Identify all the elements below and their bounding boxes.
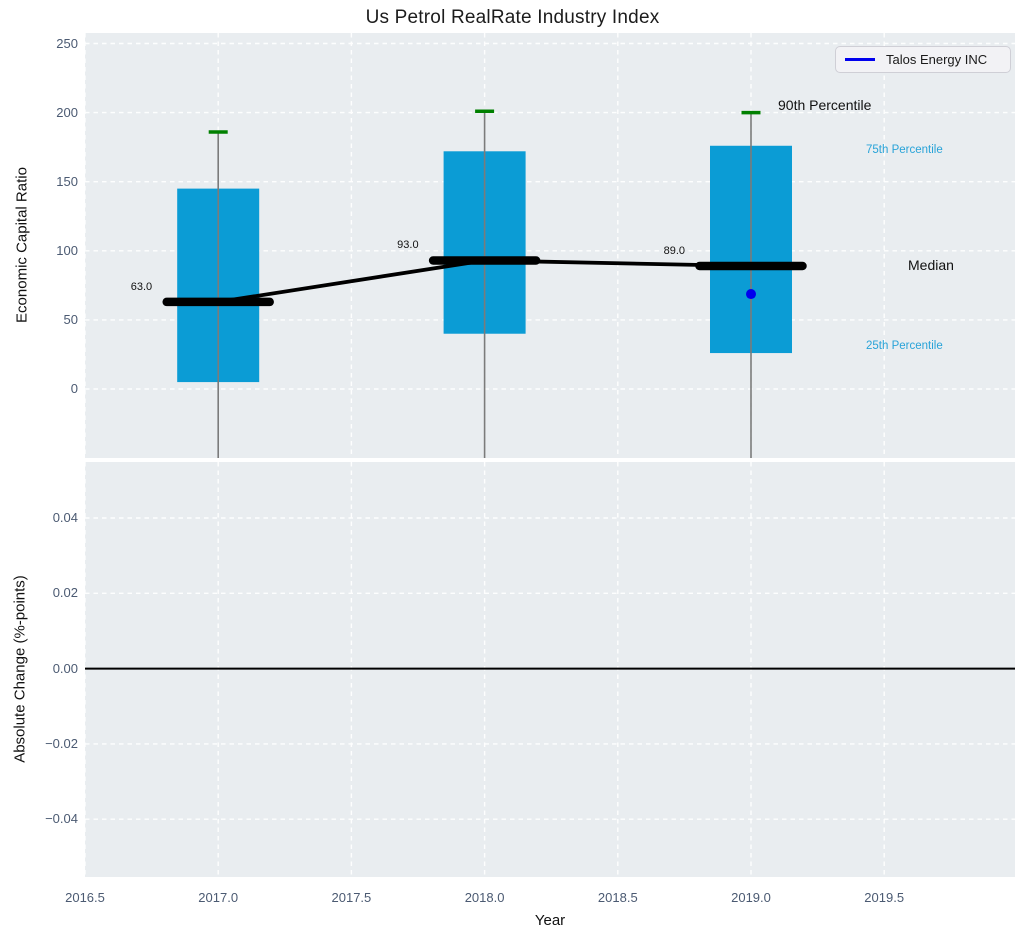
x-tick-label: 2017.5: [331, 890, 372, 905]
y-tick-label-top: 200: [56, 104, 78, 120]
annotation-75th-percentile: 75th Percentile: [866, 144, 943, 156]
y-tick-label-bottom: 0.00: [52, 660, 78, 676]
x-tick-label: 2019.0: [731, 890, 771, 905]
company-dot: [746, 289, 756, 300]
x-axis-label: Year: [534, 912, 566, 929]
annotation-median: Median: [908, 257, 954, 273]
x-tick-label: 2016.5: [65, 890, 105, 905]
y-tick-label-top: 50: [63, 311, 78, 327]
x-tick-label: 2019.5: [864, 890, 905, 905]
y-tick-label-top: 150: [56, 173, 78, 189]
y-tick-label-bottom: −0.04: [45, 811, 78, 827]
y-tick-label-top: 100: [56, 242, 78, 258]
median-value-label-2019: 89.0: [663, 245, 685, 257]
median-value-label-2018: 93.0: [397, 239, 419, 252]
y-tick-label-top: 250: [56, 35, 78, 51]
annotation-25th-percentile: 25th Percentile: [866, 340, 943, 352]
x-tick-label: 2018.5: [597, 890, 638, 905]
annotation-90th-percentile: 90th Percentile: [778, 97, 872, 113]
y-tick-label-bottom: −0.02: [45, 735, 78, 751]
legend: Talos Energy INC: [835, 46, 1011, 73]
y-tick-label-bottom: 0.02: [52, 585, 78, 601]
median-value-label-2017: 63.0: [130, 280, 153, 293]
x-tick-label: 2017.0: [198, 890, 239, 905]
chart-title: Us Petrol RealRate Industry Index: [365, 7, 660, 28]
legend-line-swatch: [845, 58, 875, 61]
x-tick-label: 2018.0: [464, 890, 505, 905]
y-tick-label-top: 0: [70, 381, 78, 396]
y-tick-label-bottom: 0.04: [52, 510, 78, 525]
legend-label: Talos Energy INC: [886, 52, 988, 67]
